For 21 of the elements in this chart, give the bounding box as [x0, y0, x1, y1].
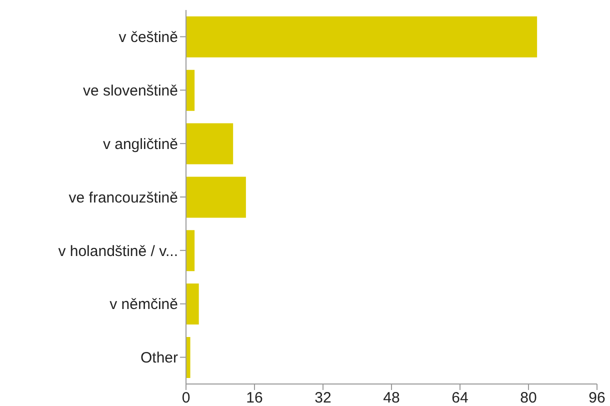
x-tick-label: 80	[520, 390, 537, 406]
y-tick-label: v holandštině / v...	[58, 242, 178, 260]
bar	[186, 336, 190, 378]
bar	[186, 16, 538, 58]
bar	[186, 176, 246, 218]
y-tick-label: v češtině	[118, 29, 178, 46]
y-tick-label: v němčině	[110, 296, 178, 314]
y-tick-label: Other	[140, 350, 178, 367]
x-tick-label: 48	[383, 390, 400, 406]
bar	[186, 284, 199, 325]
y-tick-label: ve slovenštině	[82, 82, 178, 100]
bar	[186, 70, 195, 111]
x-tick-label: 0	[182, 390, 190, 406]
y-tick-label: ve francouzštině	[68, 189, 178, 206]
y-tick-label: v angličtině	[102, 136, 178, 153]
x-tick-label: 32	[314, 390, 332, 406]
bar	[186, 230, 195, 272]
bar	[186, 123, 234, 164]
x-tick-label: 96	[588, 390, 606, 406]
x-tick-label: 64	[452, 390, 468, 406]
x-tick-label: 16	[246, 390, 263, 406]
